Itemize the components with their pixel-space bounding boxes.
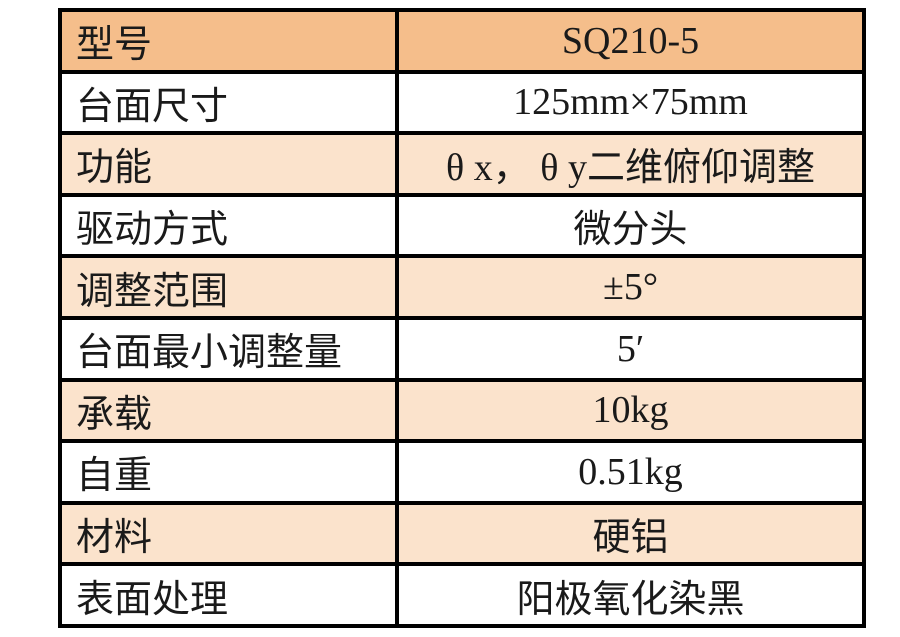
spec-label: 调整范围 — [58, 254, 399, 320]
spec-value: 阳极氧化染黑 — [395, 562, 866, 628]
table-row: 材料 硬铝 — [58, 500, 866, 567]
spec-table: 型号 SQ210-5 台面尺寸 125mm×75mm 功能 θ x， θ y二维… — [58, 8, 866, 628]
spec-label: 台面尺寸 — [58, 69, 399, 136]
spec-value: 5′ — [395, 315, 866, 382]
spec-value: SQ210-5 — [395, 8, 866, 74]
table-row: 表面处理 阳极氧化染黑 — [58, 562, 866, 628]
spec-label: 台面最小调整量 — [58, 315, 399, 382]
spec-label: 材料 — [58, 500, 399, 567]
spec-value: 硬铝 — [395, 500, 866, 567]
table-row: 型号 SQ210-5 — [58, 8, 866, 74]
spec-label: 自重 — [58, 439, 399, 505]
table-row: 台面最小调整量 5′ — [58, 315, 866, 382]
table-row: 承载 10kg — [58, 377, 866, 444]
spec-value: 125mm×75mm — [395, 69, 866, 136]
table-row: 调整范围 ±5° — [58, 254, 866, 320]
spec-value: 0.51kg — [395, 439, 866, 505]
table-row: 驱动方式 微分头 — [58, 192, 866, 259]
spec-label: 驱动方式 — [58, 192, 399, 259]
spec-label: 表面处理 — [58, 562, 399, 628]
spec-table-body: 型号 SQ210-5 台面尺寸 125mm×75mm 功能 θ x， θ y二维… — [58, 8, 866, 628]
spec-value: 10kg — [395, 377, 866, 444]
table-row: 自重 0.51kg — [58, 439, 866, 505]
spec-label: 功能 — [58, 131, 399, 197]
table-row: 台面尺寸 125mm×75mm — [58, 69, 866, 136]
spec-value: 微分头 — [395, 192, 866, 259]
spec-value: ±5° — [395, 254, 866, 320]
spec-value: θ x， θ y二维俯仰调整 — [395, 131, 866, 197]
spec-label: 承载 — [58, 377, 399, 444]
table-row: 功能 θ x， θ y二维俯仰调整 — [58, 131, 866, 197]
spec-label: 型号 — [58, 8, 399, 74]
